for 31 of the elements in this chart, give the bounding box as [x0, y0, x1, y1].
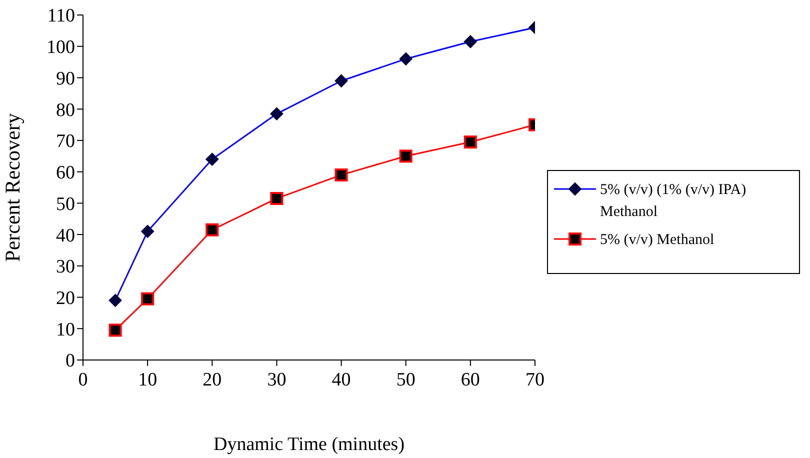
legend-label: 5% (v/v) (1% (v/v) IPA) Methanol: [600, 181, 748, 222]
y-tick-label: 110: [47, 6, 75, 27]
point: [334, 168, 348, 182]
y-tick-label: 10: [56, 319, 75, 340]
y-tick-label: 70: [56, 131, 75, 152]
point: [464, 136, 477, 149]
y-tick-label: 100: [46, 37, 75, 58]
y-tick-label: 80: [56, 100, 75, 121]
x-tick-label: 40: [332, 369, 351, 390]
point: [206, 223, 219, 236]
x-tick-label: 30: [267, 369, 286, 390]
x-tick-label: 20: [202, 369, 222, 390]
x-axis-title: Dynamic Time (minutes): [213, 434, 405, 455]
y-tick-label: 90: [56, 68, 75, 90]
legend-label: 5% (v/v) Methanol: [600, 231, 714, 250]
x-tick-label: 50: [396, 369, 416, 390]
y-axis-title: Percent Recovery: [0, 112, 24, 262]
point: [141, 292, 154, 306]
y-tick-label: 0: [66, 350, 75, 372]
y-tick-label: 30: [56, 256, 75, 278]
x-tick-label: 60: [460, 369, 480, 390]
x-tick-label: 70: [526, 369, 544, 390]
x-tick-label: 0: [78, 369, 88, 390]
y-tick-label: 60: [56, 162, 75, 184]
point: [399, 150, 412, 163]
y-tick-label: 40: [56, 225, 75, 246]
y-tick-label: 20: [56, 288, 75, 310]
point: [270, 192, 284, 205]
x-tick-label: 10: [138, 369, 158, 390]
point: [108, 324, 122, 337]
y-tick-label: 50: [56, 194, 75, 215]
